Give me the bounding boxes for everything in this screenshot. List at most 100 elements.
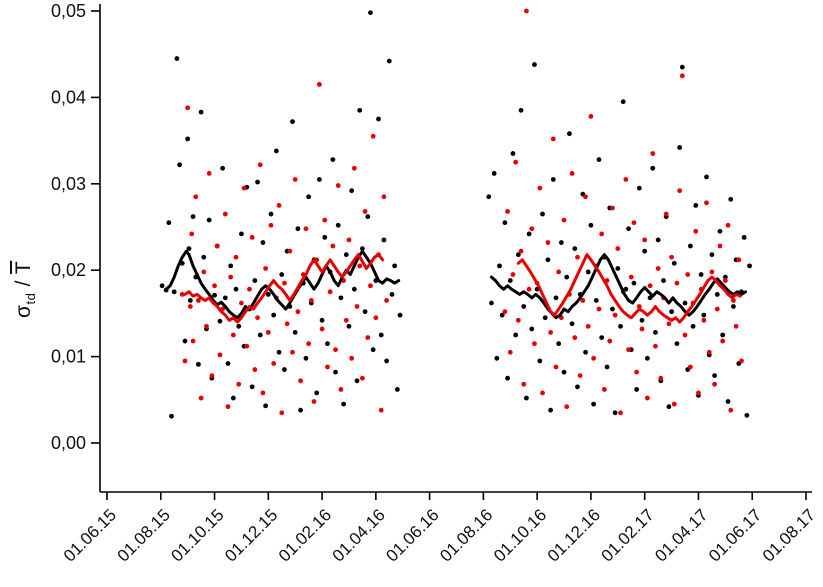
data-point	[260, 240, 266, 245]
series-red-scatter	[179, 8, 744, 416]
data-point	[190, 338, 196, 344]
data-point	[502, 220, 508, 226]
data-point	[217, 352, 223, 358]
data-point	[335, 183, 341, 188]
data-point	[524, 8, 529, 14]
x-tick-label: 01.10.15	[167, 505, 227, 565]
data-point	[252, 367, 258, 372]
data-point	[618, 323, 623, 329]
data-point	[249, 384, 255, 390]
y-tick-label: 0,01	[51, 347, 86, 367]
ylabel-t-bar: T	[12, 260, 35, 275]
data-point	[599, 231, 605, 237]
data-point	[610, 205, 615, 211]
data-point	[303, 226, 309, 232]
data-point	[376, 116, 381, 122]
data-point	[714, 306, 720, 312]
data-point	[682, 300, 688, 306]
data-point	[255, 179, 260, 185]
data-point	[712, 373, 717, 379]
data-point	[236, 323, 242, 329]
data-point	[669, 254, 674, 260]
data-point	[677, 188, 683, 194]
x-tick-label: 01.06.15	[60, 505, 120, 565]
data-point	[233, 286, 239, 292]
trend-line	[489, 253, 748, 320]
data-point	[365, 214, 371, 220]
data-point	[494, 355, 500, 361]
data-point	[257, 162, 263, 168]
data-point	[319, 326, 325, 332]
data-point	[615, 246, 621, 252]
x-axis-ticks: 01.06.1501.08.1501.10.1501.12.1501.02.16…	[60, 492, 819, 566]
data-point	[569, 321, 575, 327]
data-point	[585, 323, 591, 329]
x-tick-label: 01.12.16	[544, 505, 604, 565]
data-point	[561, 217, 567, 223]
data-point	[540, 211, 545, 217]
data-point	[499, 312, 505, 318]
data-point	[532, 341, 537, 347]
data-point	[260, 390, 266, 396]
data-point	[725, 399, 731, 404]
data-point	[295, 226, 301, 232]
data-point	[338, 295, 344, 301]
data-point	[351, 165, 357, 171]
data-point	[314, 390, 320, 396]
data-point	[693, 203, 699, 208]
y-tick-label: 0,05	[51, 1, 86, 21]
data-point	[230, 332, 236, 338]
data-point	[725, 222, 731, 228]
data-point	[639, 326, 645, 332]
data-point	[631, 220, 637, 226]
data-point	[526, 231, 532, 237]
data-point	[343, 252, 349, 258]
data-point	[505, 375, 510, 381]
data-point	[349, 355, 355, 361]
y-tick-label: 0,04	[51, 87, 86, 107]
data-point	[556, 269, 562, 275]
data-point	[513, 159, 519, 165]
data-point	[271, 312, 277, 318]
data-point	[550, 136, 556, 142]
data-point	[368, 283, 373, 289]
data-point	[620, 99, 626, 105]
data-point	[585, 269, 591, 275]
data-point	[572, 335, 578, 340]
data-point	[333, 369, 338, 375]
data-point	[292, 177, 298, 182]
data-point	[241, 185, 247, 191]
data-point	[513, 332, 519, 338]
data-point	[308, 298, 314, 303]
data-point	[550, 177, 556, 182]
data-point	[196, 298, 201, 303]
data-point	[626, 347, 631, 353]
data-point	[491, 171, 497, 176]
data-point	[588, 114, 594, 119]
data-point	[674, 341, 680, 347]
data-point	[322, 234, 328, 240]
x-tick-label: 01.06.16	[382, 505, 442, 565]
data-point	[187, 298, 193, 303]
data-point	[634, 369, 640, 375]
data-point	[263, 403, 269, 409]
x-tick-label: 01.08.17	[759, 505, 819, 565]
data-point	[169, 413, 174, 419]
data-point	[720, 338, 726, 344]
data-point	[489, 300, 494, 306]
data-point	[669, 309, 674, 315]
data-point	[198, 395, 204, 401]
data-point	[548, 407, 553, 413]
data-point	[698, 272, 704, 277]
data-point	[542, 315, 548, 321]
data-point	[335, 222, 341, 228]
data-point	[674, 280, 680, 286]
data-point	[373, 315, 379, 321]
data-point	[553, 364, 559, 370]
data-point	[378, 407, 384, 413]
data-point	[174, 56, 180, 61]
x-tick-label: 01.04.17	[651, 505, 711, 565]
data-point	[247, 286, 252, 292]
y-tick-label: 0,00	[51, 433, 86, 453]
